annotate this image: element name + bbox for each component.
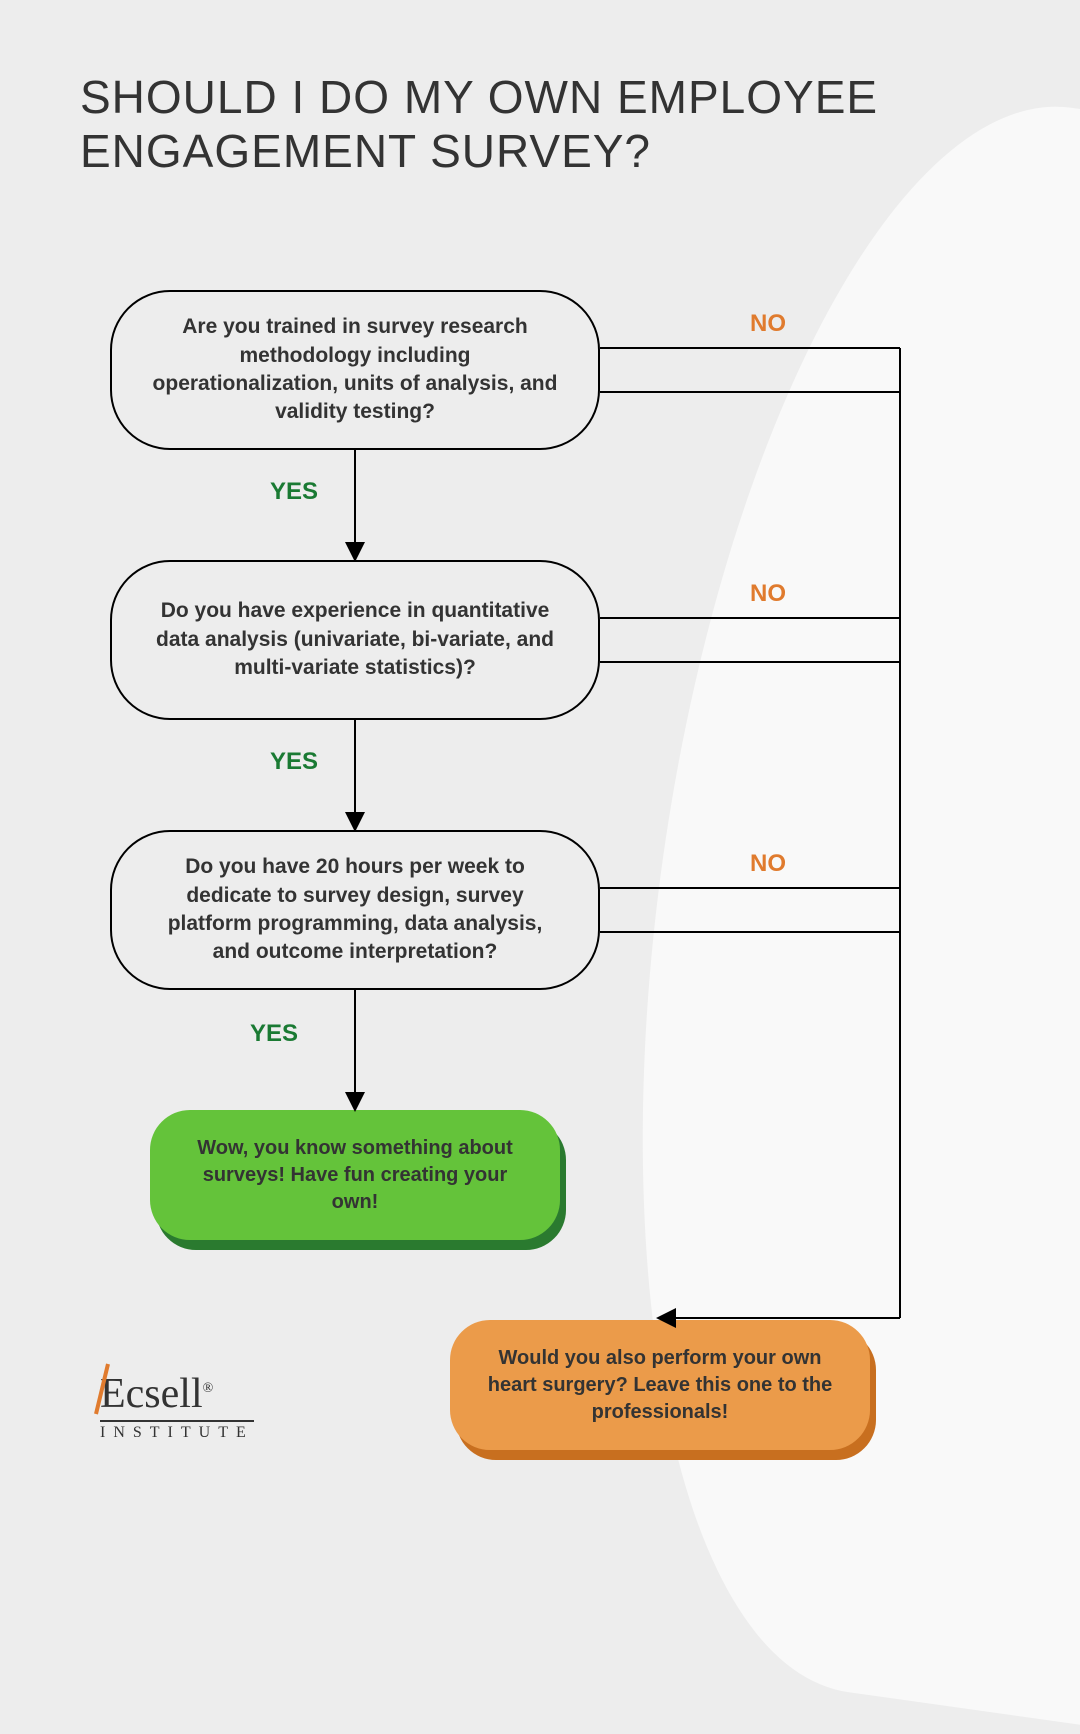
background-swoosh (552, 66, 1080, 1734)
edge-label-no: NO (750, 580, 786, 608)
logo-brand: Ecsell® (100, 1370, 254, 1418)
edge-label-no: NO (750, 850, 786, 878)
logo-subtitle: INSTITUTE (100, 1420, 254, 1442)
page-title: SHOULD I DO MY OWN EMPLOYEE ENGAGEMENT S… (80, 70, 900, 178)
decision-text: Do you have 20 hours per week to dedicat… (150, 853, 560, 966)
decision-node-q2: Do you have experience in quantitative d… (110, 560, 600, 720)
ecsell-logo: Ecsell® INSTITUTE (100, 1370, 254, 1442)
outcome-text: Wow, you know something about surveys! H… (190, 1135, 520, 1216)
outcome-yes: Wow, you know something about surveys! H… (150, 1110, 560, 1240)
decision-text: Do you have experience in quantitative d… (150, 597, 560, 682)
edge-label-no: NO (750, 310, 786, 338)
decision-node-q3: Do you have 20 hours per week to dedicat… (110, 830, 600, 990)
outcome-text: Would you also perform your own heart su… (480, 1345, 840, 1426)
decision-node-q1: Are you trained in survey research metho… (110, 290, 600, 450)
outcome-no: Would you also perform your own heart su… (450, 1320, 870, 1450)
edge-label-yes: YES (270, 748, 318, 776)
logo-brand-text: Ecsell (100, 1371, 203, 1417)
decision-text: Are you trained in survey research metho… (150, 313, 560, 426)
edge-label-yes: YES (250, 1020, 298, 1048)
registered-icon: ® (203, 1381, 214, 1396)
logo-slash-icon (92, 1362, 112, 1418)
edge-label-yes: YES (270, 478, 318, 506)
